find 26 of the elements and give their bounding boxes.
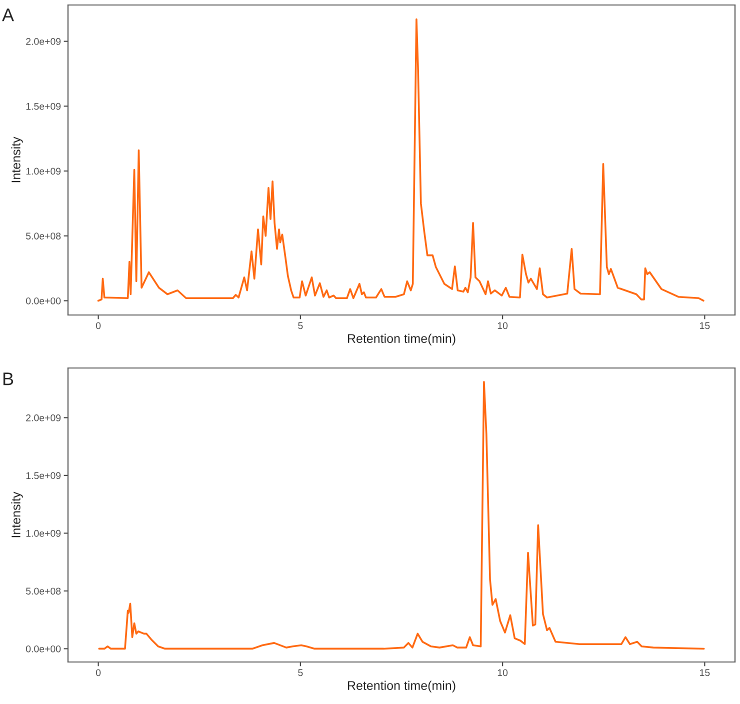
x-tick-label: 15	[700, 322, 710, 330]
line-series	[97, 18, 704, 302]
y-tick-label: 1.0e+09	[26, 168, 61, 175]
text: B	[3, 372, 14, 386]
y-tick-label: 0.0e+00	[26, 297, 61, 304]
text: A	[2, 8, 14, 22]
x-tick-label: 0	[96, 669, 101, 676]
y-tick-label: 2.0e+09	[26, 414, 61, 422]
x-tick-label: 0	[96, 322, 101, 330]
x-axis-title: Retention time(min)	[348, 680, 456, 692]
y-tick-label: 1.0e+09	[26, 530, 61, 537]
y-tick-label: 5.0e+08	[26, 588, 61, 595]
y-tick-label: 0.0e+00	[26, 645, 61, 652]
x-tick-label: 15	[700, 669, 710, 676]
x-tick-label: 5	[298, 669, 303, 676]
x-tick-label: 10	[498, 322, 508, 330]
y-tick-label: 1.5e+09	[26, 102, 61, 110]
x-axis-title: Retention time(min)	[348, 334, 456, 346]
line-series	[98, 380, 705, 650]
y-tick-label: 5.0e+08	[26, 232, 61, 240]
y-tick-label: 1.5e+09	[26, 472, 61, 480]
x-tick-label: 5	[298, 322, 303, 330]
y-axis-title: Intensity	[11, 136, 23, 182]
y-tick-label: 2.0e+09	[26, 38, 61, 45]
x-tick-label: 10	[498, 669, 508, 676]
y-axis-title: Intensity	[11, 492, 23, 538]
